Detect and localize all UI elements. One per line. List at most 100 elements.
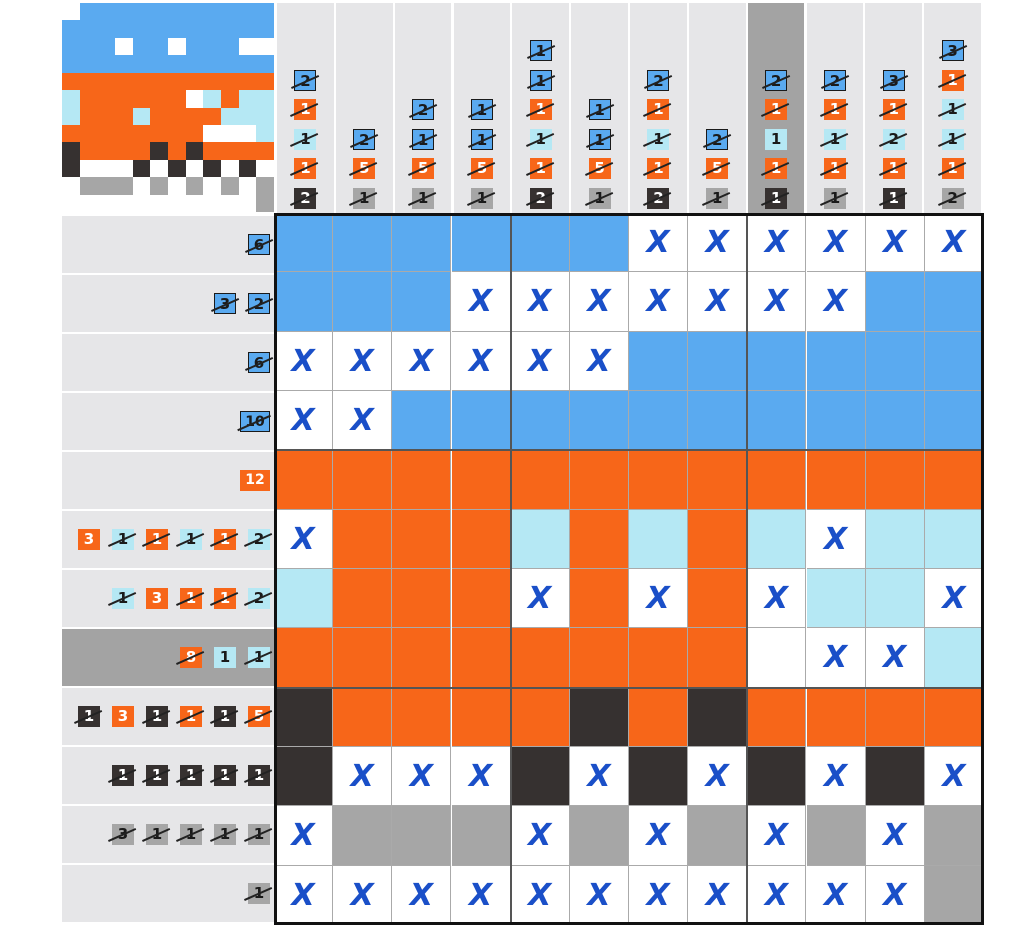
grid-cell-filled[interactable] <box>747 450 807 510</box>
grid-cell-filled[interactable] <box>451 450 511 510</box>
grid-cell-filled[interactable] <box>688 509 748 569</box>
grid-cell-filled[interactable] <box>806 450 866 510</box>
grid-cell-filled[interactable] <box>510 747 570 807</box>
grid-cell-filled[interactable] <box>510 628 570 688</box>
grid-cell-filled[interactable] <box>688 806 748 866</box>
grid-cell-marked[interactable]: X <box>510 331 570 391</box>
grid-cell-filled[interactable] <box>629 628 689 688</box>
grid-cell-filled[interactable] <box>274 628 334 688</box>
grid-cell-filled[interactable] <box>274 747 334 807</box>
grid-cell-filled[interactable] <box>392 391 452 451</box>
grid-cell-filled[interactable] <box>274 569 334 629</box>
grid-cell-marked[interactable]: X <box>924 569 984 629</box>
grid-cell-filled[interactable] <box>333 628 393 688</box>
grid-cell-filled[interactable] <box>629 391 689 451</box>
grid-cell-marked[interactable]: X <box>569 865 629 925</box>
grid-cell-filled[interactable] <box>865 272 925 332</box>
grid-cell-filled[interactable] <box>924 272 984 332</box>
grid-cell-filled[interactable] <box>569 806 629 866</box>
grid-cell-marked[interactable]: X <box>688 272 748 332</box>
grid-cell-filled[interactable] <box>747 687 807 747</box>
grid-cell-filled[interactable] <box>333 569 393 629</box>
grid-cell-filled[interactable] <box>924 865 984 925</box>
grid-cell-marked[interactable]: X <box>569 272 629 332</box>
grid-cell-filled[interactable] <box>392 569 452 629</box>
grid-cell-filled[interactable] <box>392 213 452 273</box>
grid-cell-marked[interactable]: X <box>806 628 866 688</box>
grid-cell-marked[interactable]: X <box>806 865 866 925</box>
grid-cell-marked[interactable]: X <box>924 213 984 273</box>
grid-cell-filled[interactable] <box>806 569 866 629</box>
grid-cell-marked[interactable]: X <box>510 569 570 629</box>
grid-cell-marked[interactable]: X <box>806 509 866 569</box>
grid-cell-filled[interactable] <box>510 509 570 569</box>
grid-cell-marked[interactable]: X <box>747 569 807 629</box>
grid-cell-filled[interactable] <box>510 391 570 451</box>
grid-cell-filled[interactable] <box>451 569 511 629</box>
grid-cell-marked[interactable]: X <box>865 865 925 925</box>
grid-cell-marked[interactable]: X <box>333 747 393 807</box>
grid-cell-filled[interactable] <box>451 687 511 747</box>
grid-cell-filled[interactable] <box>569 569 629 629</box>
grid-cell-marked[interactable]: X <box>333 331 393 391</box>
grid-cell-marked[interactable]: X <box>274 806 334 866</box>
grid-cell-filled[interactable] <box>333 272 393 332</box>
grid-cell-marked[interactable]: X <box>629 806 689 866</box>
grid-cell-marked[interactable]: X <box>451 865 511 925</box>
grid-cell-filled[interactable] <box>451 391 511 451</box>
grid-cell-filled[interactable] <box>924 628 984 688</box>
grid-cell-filled[interactable] <box>569 391 629 451</box>
grid-cell-filled[interactable] <box>569 628 629 688</box>
grid-cell-marked[interactable]: X <box>274 509 334 569</box>
grid-cell-filled[interactable] <box>924 806 984 866</box>
grid-cell-filled[interactable] <box>274 272 334 332</box>
grid-cell-filled[interactable] <box>688 569 748 629</box>
grid-cell-filled[interactable] <box>451 806 511 866</box>
grid-cell-filled[interactable] <box>806 806 866 866</box>
grid-cell-marked[interactable]: X <box>688 213 748 273</box>
grid-cell-filled[interactable] <box>392 509 452 569</box>
grid-cell-filled[interactable] <box>629 331 689 391</box>
grid-cell-marked[interactable]: X <box>865 213 925 273</box>
grid-cell-filled[interactable] <box>629 450 689 510</box>
grid-cell-filled[interactable] <box>806 687 866 747</box>
grid-cell-marked[interactable]: X <box>688 865 748 925</box>
grid-cell-filled[interactable] <box>688 391 748 451</box>
grid-cell-marked[interactable]: X <box>865 806 925 866</box>
grid-cell-marked[interactable]: X <box>865 628 925 688</box>
grid-cell-empty[interactable] <box>747 628 807 688</box>
grid-cell-filled[interactable] <box>333 450 393 510</box>
grid-cell-marked[interactable]: X <box>510 806 570 866</box>
grid-cell-filled[interactable] <box>451 509 511 569</box>
grid-cell-filled[interactable] <box>747 509 807 569</box>
grid-cell-filled[interactable] <box>333 806 393 866</box>
grid-cell-filled[interactable] <box>865 509 925 569</box>
grid-cell-marked[interactable]: X <box>392 747 452 807</box>
grid-cell-filled[interactable] <box>274 213 334 273</box>
grid-cell-filled[interactable] <box>747 747 807 807</box>
grid-cell-filled[interactable] <box>747 331 807 391</box>
grid-cell-filled[interactable] <box>865 331 925 391</box>
grid-cell-filled[interactable] <box>451 628 511 688</box>
grid-cell-filled[interactable] <box>924 687 984 747</box>
grid-cell-filled[interactable] <box>747 391 807 451</box>
grid-cell-marked[interactable]: X <box>274 391 334 451</box>
grid-cell-filled[interactable] <box>274 687 334 747</box>
grid-cell-filled[interactable] <box>569 213 629 273</box>
grid-cell-marked[interactable]: X <box>569 747 629 807</box>
grid-cell-filled[interactable] <box>924 331 984 391</box>
grid-cell-marked[interactable]: X <box>274 331 334 391</box>
grid-cell-marked[interactable]: X <box>274 865 334 925</box>
grid-cell-marked[interactable]: X <box>451 747 511 807</box>
grid-cell-marked[interactable]: X <box>629 569 689 629</box>
grid-cell-marked[interactable]: X <box>333 391 393 451</box>
grid-cell-filled[interactable] <box>865 569 925 629</box>
grid-cell-filled[interactable] <box>865 450 925 510</box>
grid-cell-marked[interactable]: X <box>510 865 570 925</box>
grid-cell-filled[interactable] <box>392 687 452 747</box>
grid-cell-marked[interactable]: X <box>569 331 629 391</box>
grid-cell-marked[interactable]: X <box>747 865 807 925</box>
grid-cell-marked[interactable]: X <box>451 331 511 391</box>
grid-cell-marked[interactable]: X <box>806 747 866 807</box>
grid-cell-marked[interactable]: X <box>629 213 689 273</box>
